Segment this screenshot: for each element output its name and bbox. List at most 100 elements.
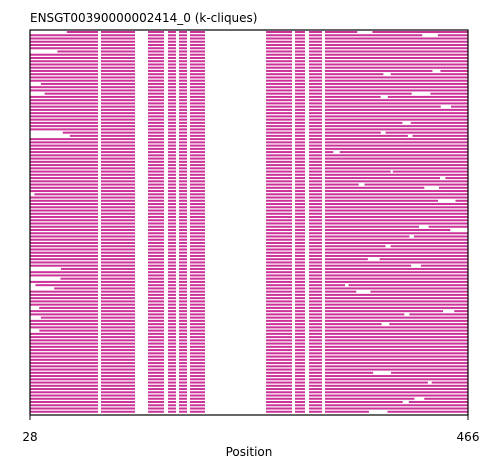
alignment-segment xyxy=(30,115,98,118)
alignment-segment xyxy=(30,173,98,176)
alignment-segment xyxy=(190,368,205,371)
alignment-segment xyxy=(101,43,135,46)
alignment-segment xyxy=(295,388,305,391)
alignment-segment xyxy=(148,209,164,212)
alignment-segment xyxy=(101,164,135,167)
alignment-segment xyxy=(168,388,176,391)
alignment-segment xyxy=(148,47,164,50)
alignment-segment xyxy=(295,316,305,319)
alignment-segment xyxy=(101,69,135,72)
alignment-segment xyxy=(325,254,468,257)
alignment-segment xyxy=(179,34,187,37)
alignment-segment xyxy=(295,203,305,206)
alignment-segment xyxy=(266,63,292,66)
alignment-segment xyxy=(266,199,292,202)
alignment-segment xyxy=(266,319,292,322)
alignment-segment xyxy=(30,164,98,167)
alignment-segment xyxy=(148,306,164,309)
alignment-segment xyxy=(30,378,98,381)
alignment-segment xyxy=(148,115,164,118)
alignment-segment xyxy=(266,43,292,46)
alignment-segment xyxy=(266,89,292,92)
alignment-segment xyxy=(168,267,176,270)
alignment-segment xyxy=(30,225,98,228)
alignment-segment xyxy=(325,290,357,293)
alignment-segment xyxy=(309,173,322,176)
alignment-segment xyxy=(190,323,205,326)
alignment-segment xyxy=(179,280,187,283)
alignment-segment xyxy=(295,144,305,147)
alignment-segment xyxy=(30,206,98,209)
alignment-segment xyxy=(295,287,305,290)
alignment-segment xyxy=(309,329,322,332)
alignment-segment xyxy=(266,112,292,115)
alignment-segment xyxy=(168,47,176,50)
alignment-segment xyxy=(179,53,187,56)
alignment-segment xyxy=(309,267,322,270)
alignment-segment xyxy=(190,125,205,128)
alignment-segment xyxy=(101,121,135,124)
alignment-segment xyxy=(179,316,187,319)
alignment-segment xyxy=(325,56,468,59)
alignment-segment xyxy=(179,222,187,225)
alignment-segment xyxy=(295,323,305,326)
alignment-segment xyxy=(309,222,322,225)
alignment-segment xyxy=(34,193,98,196)
alignment-segment xyxy=(168,410,176,413)
alignment-segment xyxy=(179,31,187,34)
alignment-segment xyxy=(148,245,164,248)
alignment-segment xyxy=(295,310,305,313)
alignment-segment xyxy=(101,319,135,322)
alignment-segment xyxy=(266,313,292,316)
alignment-segment xyxy=(190,310,205,313)
alignment-segment xyxy=(266,241,292,244)
alignment-segment xyxy=(57,50,98,53)
alignment-segment xyxy=(325,345,468,348)
alignment-segment xyxy=(148,293,164,296)
alignment-segment xyxy=(295,297,305,300)
alignment-segment xyxy=(168,251,176,254)
alignment-segment xyxy=(295,53,305,56)
alignment-segment xyxy=(148,157,164,160)
alignment-segment xyxy=(325,248,468,251)
alignment-segment xyxy=(295,332,305,335)
alignment-segment xyxy=(266,245,292,248)
alignment-segment xyxy=(101,306,135,309)
alignment-segment xyxy=(309,102,322,105)
alignment-segment xyxy=(101,125,135,128)
alignment-segment xyxy=(370,290,468,293)
alignment-segment xyxy=(101,339,135,342)
alignment-segment xyxy=(309,384,322,387)
alignment-segment xyxy=(295,358,305,361)
alignment-segment xyxy=(30,125,98,128)
alignment-segment xyxy=(266,95,292,98)
alignment-segment xyxy=(266,303,292,306)
alignment-segment xyxy=(413,235,468,238)
alignment-segment xyxy=(179,277,187,280)
alignment-segment xyxy=(295,73,305,76)
alignment-segment xyxy=(30,112,98,115)
alignment-segment xyxy=(295,342,305,345)
alignment-segment xyxy=(30,365,98,368)
alignment-segment xyxy=(168,160,176,163)
alignment-segment xyxy=(190,216,205,219)
alignment-segment xyxy=(190,47,205,50)
alignment-segment xyxy=(295,128,305,131)
alignment-segment xyxy=(190,267,205,270)
alignment-segment xyxy=(309,394,322,397)
alignment-segment xyxy=(148,99,164,102)
alignment-segment xyxy=(364,183,468,186)
alignment-segment xyxy=(309,47,322,50)
alignment-segment xyxy=(325,31,358,34)
alignment-segment xyxy=(179,404,187,407)
alignment-segment xyxy=(295,82,305,85)
alignment-segment xyxy=(295,277,305,280)
alignment-segment xyxy=(309,66,322,69)
alignment-segment xyxy=(266,358,292,361)
alignment-segment xyxy=(266,186,292,189)
alignment-segment xyxy=(148,371,164,374)
alignment-segment xyxy=(325,141,468,144)
alignment-segment xyxy=(266,141,292,144)
alignment-segment xyxy=(168,63,176,66)
alignment-segment xyxy=(190,358,205,361)
